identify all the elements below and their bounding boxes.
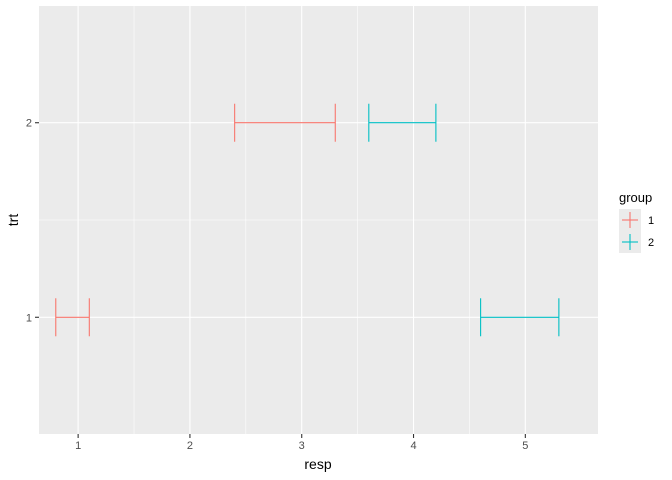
x-tick-label: 2 <box>187 440 193 452</box>
y-tick-label: 2 <box>26 118 32 130</box>
x-axis-ticks: 1 2 3 4 5 <box>75 434 528 452</box>
x-tick-label: 1 <box>75 440 81 452</box>
errorbar-series-2-trt-1 <box>480 298 560 337</box>
minor-gridlines <box>39 6 598 434</box>
y-axis-title: trt <box>5 214 21 227</box>
legend-label: 1 <box>648 215 654 227</box>
legend-title: group <box>619 190 652 205</box>
errorbar-series-1-trt-1 <box>55 298 90 337</box>
x-tick-label: 3 <box>299 440 305 452</box>
y-tick-label: 1 <box>26 312 32 324</box>
error-bars <box>55 103 560 337</box>
legend-item-1: 1 <box>619 209 654 231</box>
x-tick-label: 5 <box>522 440 528 452</box>
legend-item-2: 2 <box>619 231 654 253</box>
x-tick-label: 4 <box>410 440 416 452</box>
legend: group 1 2 <box>619 190 654 253</box>
legend-label: 2 <box>648 237 654 249</box>
errorbar-series-1-trt-2 <box>234 103 336 142</box>
y-axis-ticks: 12 <box>26 118 39 324</box>
errorbar-series-2-trt-2 <box>368 103 437 142</box>
x-axis-title: resp <box>304 456 331 472</box>
